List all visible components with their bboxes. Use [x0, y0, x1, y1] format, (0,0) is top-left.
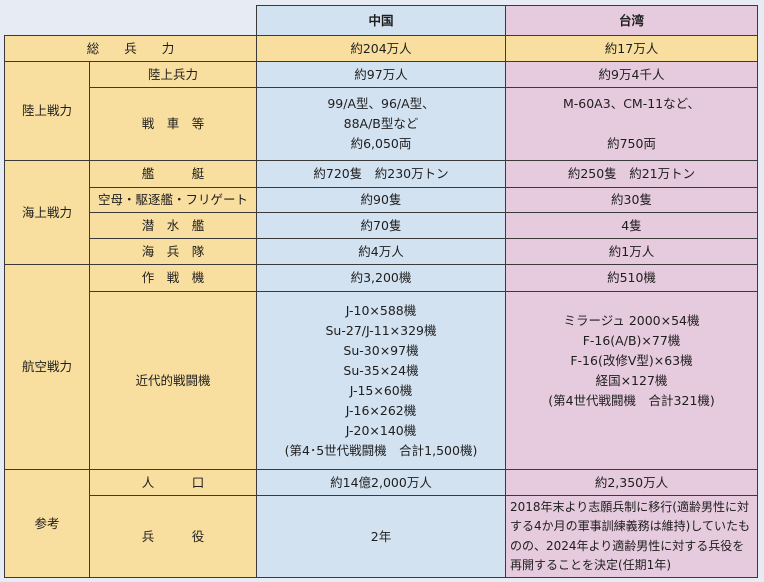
table-row: 空母・駆逐艦・フリゲート 約90隻 約30隻: [5, 187, 758, 213]
row-label: 兵 役: [89, 495, 257, 578]
group-label: 海上戦力: [4, 160, 90, 265]
china-value: 約3,200機: [256, 264, 506, 292]
taiwan-value: 約9万4千人: [505, 61, 758, 88]
taiwan-value: M-60A3、CM-11など、 約750両: [505, 87, 758, 161]
china-value: 99/A型、96/A型、 88A/B型など 約6,050両: [256, 87, 506, 161]
china-value: 2年: [256, 495, 506, 578]
china-value: 約70隻: [256, 212, 506, 239]
taiwan-value: 約250隻 約21万トン: [505, 160, 758, 188]
taiwan-value: 約510機: [505, 264, 758, 292]
taiwan-value: ミラージュ 2000×54機 F-16(A/B)×77機 F-16(改修V型)×…: [505, 291, 758, 470]
china-value: 約204万人: [256, 35, 506, 62]
taiwan-value: 2018年末より志願兵制に移行(適齢男性に対する4か月の軍事訓練義務は維持)して…: [505, 495, 758, 578]
taiwan-value: 約17万人: [505, 35, 758, 62]
china-value: J-10×588機 Su-27/J-11×329機 Su-30×97機 Su-3…: [256, 291, 506, 470]
row-label: 艦 艇: [89, 160, 257, 188]
group-label: 航空戦力: [4, 264, 90, 470]
table-row: 海 兵 隊 約4万人 約1万人: [5, 238, 758, 265]
group-label: 参考: [4, 469, 90, 578]
table-row: 航空戦力 作 戦 機 約3,200機 約510機: [4, 264, 758, 470]
blank-corner: [4, 5, 257, 36]
row-label: 潜 水 艦: [89, 212, 257, 239]
taiwan-value: 約30隻: [505, 187, 758, 213]
table-row: 兵 役 2年 2018年末より志願兵制に移行(適齢男性に対する4か月の軍事訓練義…: [5, 495, 758, 578]
taiwan-value: 約2,350万人: [505, 469, 758, 496]
taiwan-value: 約1万人: [505, 238, 758, 265]
row-label: 空母・駆逐艦・フリゲート: [89, 187, 257, 213]
table-row: 参考 人 口 約14億2,000万人 約2,350万人: [4, 469, 758, 578]
row-label: 戦 車 等: [89, 87, 257, 161]
header-china: 中国: [256, 5, 506, 36]
china-value: 約720隻 約230万トン: [256, 160, 506, 188]
table-row: 戦 車 等 99/A型、96/A型、 88A/B型など 約6,050両 M-60…: [5, 87, 758, 161]
row-label: 作 戦 機: [89, 264, 257, 292]
china-value: 約4万人: [256, 238, 506, 265]
china-value: 約90隻: [256, 187, 506, 213]
group-label: 陸上戦力: [4, 61, 90, 161]
china-value: 約14億2,000万人: [256, 469, 506, 496]
row-label: 海 兵 隊: [89, 238, 257, 265]
row-label: 人 口: [89, 469, 257, 496]
table-row: 陸上戦力 陸上兵力 約97万人 約9万4千人: [4, 61, 758, 161]
china-value: 約97万人: [256, 61, 506, 88]
military-comparison-table: 中国 台湾 総 兵 力 約204万人 約17万人 陸上戦力 陸上兵力 約97万人…: [4, 5, 758, 578]
header-taiwan: 台湾: [505, 5, 758, 36]
table-row: 潜 水 艦 約70隻 4隻: [5, 212, 758, 239]
header-row: 中国 台湾: [4, 5, 758, 36]
row-label: 近代的戦闘機: [89, 291, 257, 470]
table-row: 海上戦力 艦 艇 約720隻 約230万トン 約250隻 約21万トン: [4, 160, 758, 265]
row-label: 陸上兵力: [89, 61, 257, 88]
row-label: 総 兵 力: [4, 35, 257, 62]
taiwan-value: 4隻: [505, 212, 758, 239]
table-row: 総 兵 力 約204万人 約17万人: [4, 35, 758, 62]
table-row: 近代的戦闘機 J-10×588機 Su-27/J-11×329機 Su-30×9…: [5, 291, 758, 470]
